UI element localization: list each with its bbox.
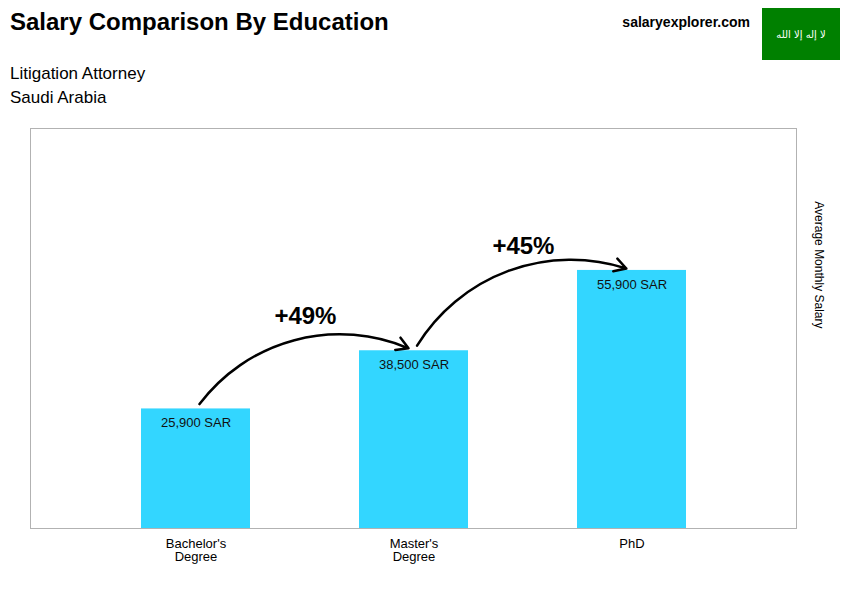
svg-text:38,500 SAR: 38,500 SAR xyxy=(379,357,449,372)
svg-text:25,900 SAR: 25,900 SAR xyxy=(161,415,231,430)
html-text:Saudi Arabia: Saudi Arabia xyxy=(10,88,107,107)
html-text:Salary Comparison By Education: Salary Comparison By Education xyxy=(10,8,389,35)
svg-text:+45%: +45% xyxy=(492,232,554,259)
svg-text:Average Monthly Salary: Average Monthly Salary xyxy=(812,201,826,328)
svg-text:+49%: +49% xyxy=(274,302,336,329)
html-text:salaryexplorer.com: salaryexplorer.com xyxy=(622,14,750,30)
svg-text:Bachelor'sDegree: Bachelor'sDegree xyxy=(166,536,227,564)
svg-text:PhD: PhD xyxy=(619,536,644,551)
svg-text:55,900 SAR: 55,900 SAR xyxy=(597,277,667,292)
html-text:لا إله إلا الله: لا إله إلا الله xyxy=(776,28,826,40)
svg-text:Master'sDegree: Master'sDegree xyxy=(390,536,439,564)
html-text:Litigation Attorney: Litigation Attorney xyxy=(10,64,146,83)
